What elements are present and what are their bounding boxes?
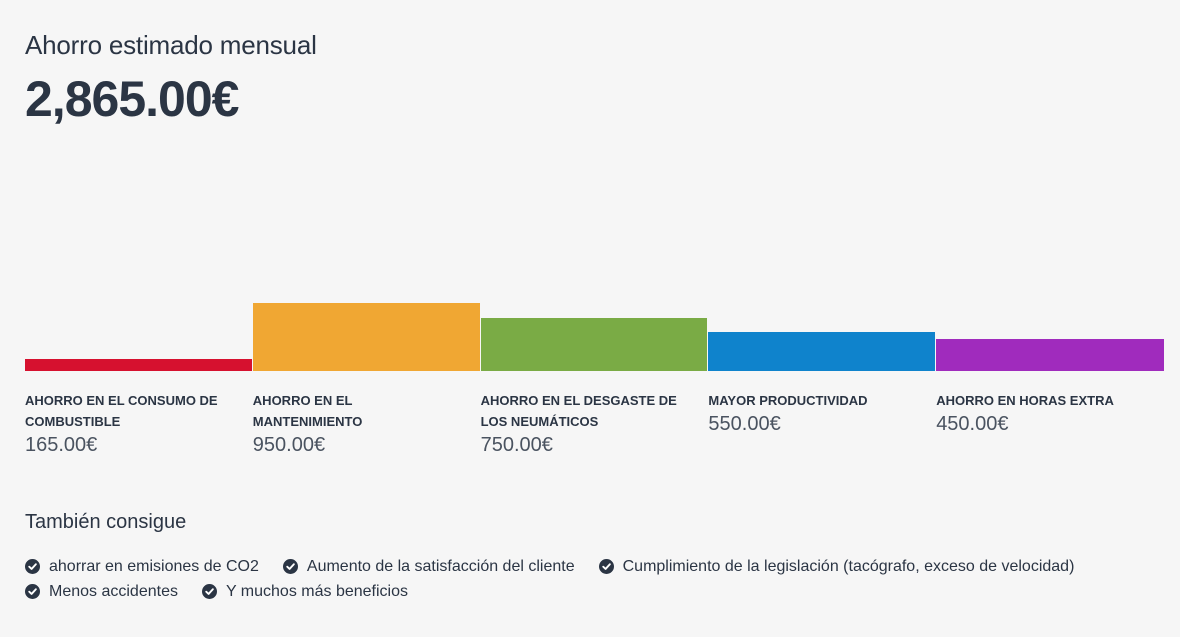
bar-2: [252, 303, 480, 371]
check-circle-icon: [282, 559, 298, 574]
bar-1: [25, 359, 252, 371]
category-label: MAYOR PRODUCTIVIDAD: [708, 393, 868, 408]
category-value: 450.00€: [936, 413, 1009, 435]
bar-3: [480, 318, 708, 371]
savings-bar-chart: [25, 250, 1164, 371]
category-value: 950.00€: [252, 434, 326, 456]
benefit-text: Cumplimiento de la legislación (tacógraf…: [622, 557, 1075, 575]
page-title: Ahorro estimado mensual: [25, 30, 317, 60]
bar-5: [936, 339, 1164, 371]
category-labels: AHORRO EN EL CONSUMO DE COMBUSTIBLE 165.0…: [25, 390, 1164, 470]
benefits-list: ahorrar en emisiones de CO2 Aumento de la…: [25, 556, 1165, 602]
category-column: AHORRO EN EL DESGASTE DE LOS NEUMÁTICOS 7…: [481, 390, 691, 457]
total-savings: 2,865.00€: [25, 71, 239, 127]
check-circle-icon: [201, 584, 217, 599]
bar-4: [708, 332, 936, 371]
category-value: 165.00€: [25, 434, 98, 456]
benefit-text: Menos accidentes: [49, 582, 178, 600]
benefit-text: Y muchos más beneficios: [225, 582, 408, 600]
benefit-item: Menos accidentes: [25, 581, 178, 602]
category-label: AHORRO EN EL CONSUMO DE COMBUSTIBLE: [25, 393, 218, 429]
check-circle-icon: [25, 559, 40, 574]
category-column: MAYOR PRODUCTIVIDAD 550.00€: [708, 390, 918, 436]
category-value: 550.00€: [708, 413, 781, 435]
category-column: AHORRO EN HORAS EXTRA 450.00€: [936, 390, 1146, 436]
benefit-item: Cumplimiento de la legislación (tacógraf…: [598, 556, 1075, 577]
category-label: AHORRO EN HORAS EXTRA: [936, 393, 1114, 408]
category-column: AHORRO EN EL CONSUMO DE COMBUSTIBLE 165.0…: [25, 390, 235, 457]
category-label: AHORRO EN EL DESGASTE DE LOS NEUMÁTICOS: [480, 393, 677, 429]
category-value: 750.00€: [480, 434, 553, 456]
also-section-title: También consigue: [25, 511, 187, 533]
benefit-item: ahorrar en emisiones de CO2: [25, 556, 259, 577]
check-circle-icon: [598, 559, 614, 574]
benefit-item: Aumento de la satisfacción del cliente: [282, 556, 575, 577]
category-label: AHORRO EN EL MANTENIMIENTO: [252, 393, 363, 429]
benefit-item: Y muchos más beneficios: [201, 581, 408, 602]
check-circle-icon: [25, 584, 40, 599]
benefit-text: ahorrar en emisiones de CO2: [49, 557, 259, 575]
category-column: AHORRO EN EL MANTENIMIENTO 950.00€: [253, 390, 463, 457]
benefit-text: Aumento de la satisfacción del cliente: [306, 557, 575, 575]
